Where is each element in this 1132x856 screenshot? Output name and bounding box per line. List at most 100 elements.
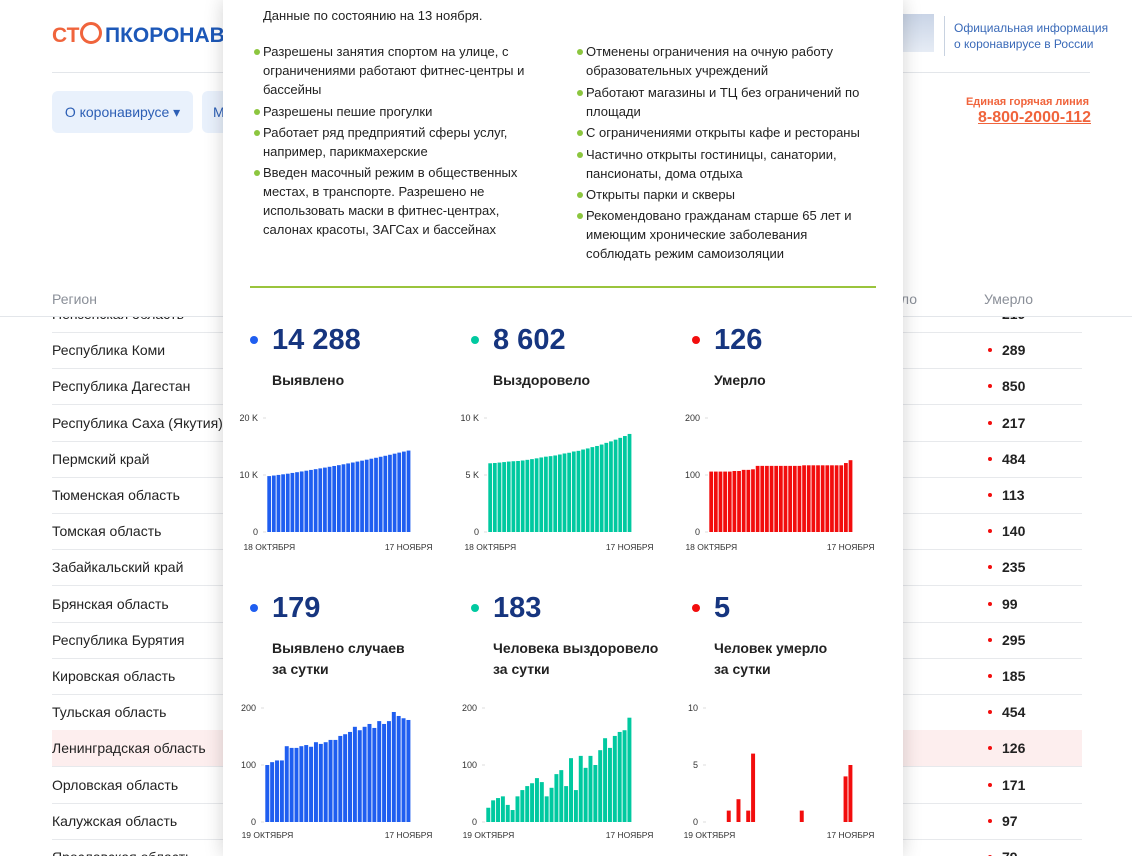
rule-item: Разрешены занятия спортом на улице, с ог… [263, 44, 525, 97]
death-dot [988, 384, 992, 389]
death-count: 850 [1002, 378, 1026, 395]
stat-dot [250, 604, 258, 612]
death-count: 113 [1002, 487, 1025, 503]
table-header: Регион [52, 291, 97, 307]
stat-dot [692, 336, 700, 344]
rule-item: Рекомендовано гражданам старше 65 лет и … [586, 208, 852, 261]
stat-label: Выявлено случаев [272, 640, 405, 656]
region-name[interactable]: Тюменская область [52, 487, 180, 503]
rule-item: Работает ряд предприятий сферы услуг, на… [263, 125, 508, 159]
region-name[interactable]: Забайкальский край [52, 559, 184, 576]
bullet [254, 170, 260, 176]
death-count: 219 [1002, 317, 1025, 323]
rule-item: Частично открыты гостиницы, санатории, п… [586, 147, 837, 181]
stat-dot [692, 604, 700, 612]
nav-button[interactable]: О коронавирусе ▾ [52, 91, 193, 133]
hotline-phone[interactable]: 8-800-2000-112 [978, 109, 1091, 126]
rule-item: Разрешены пешие прогулки [263, 104, 433, 119]
death-count: 484 [1002, 450, 1026, 467]
stat-label: за сутки [493, 661, 550, 677]
stat-label: Умерло [714, 372, 766, 388]
death-dot [988, 710, 992, 715]
death-count: 79 [1002, 848, 1018, 856]
stat-label: Выздоровело [493, 372, 591, 388]
stat-number: 14 288 [272, 324, 361, 356]
rule-item: Открыты парки и скверы [586, 187, 735, 202]
region-name[interactable]: Орловская область [52, 776, 179, 793]
stat-dot [471, 604, 479, 612]
rule-item: Работают магазины и ТЦ без ограничений п… [586, 85, 860, 119]
divider [250, 286, 876, 288]
stat-label: за сутки [714, 661, 771, 677]
region-name[interactable]: Тульская область [52, 704, 167, 721]
region-name[interactable]: Республика Саха (Якутия) [52, 414, 223, 431]
region-name[interactable]: Республика Бурятия [52, 631, 185, 648]
date-note: Данные по состоянию на 13 ноября. [263, 8, 483, 23]
table-header: Умерло [984, 291, 1034, 307]
death-dot [988, 565, 992, 570]
region-name[interactable]: Республика Коми [52, 342, 166, 359]
gov-emblem [900, 14, 934, 52]
death-dot [988, 674, 992, 678]
stat-number: 179 [272, 592, 321, 624]
death-dot [988, 348, 992, 353]
region-name[interactable]: Кировская область [52, 668, 176, 684]
death-dot [988, 637, 992, 642]
region-name[interactable]: Брянская область [52, 595, 169, 612]
death-dot [988, 493, 992, 497]
stat-label: Выявлено [272, 372, 345, 388]
stat-number: 183 [493, 592, 542, 624]
bullet [577, 90, 583, 96]
death-count: 185 [1002, 668, 1026, 684]
stat-label: за сутки [272, 661, 329, 677]
header-divider [944, 16, 945, 56]
rule-item: Введен масочный режим в общественных мес… [263, 165, 518, 237]
hotline-title: Единая горячая линия [965, 96, 1089, 108]
stat-number: 8 602 [493, 324, 566, 356]
region-name[interactable]: Калужская область [52, 812, 178, 829]
bullet [577, 49, 583, 55]
death-dot [988, 456, 992, 461]
death-dot [988, 782, 992, 787]
bullet [577, 130, 583, 136]
death-count: 295 [1002, 631, 1026, 648]
death-count: 235 [1002, 559, 1026, 576]
death-dot [988, 818, 992, 823]
death-count: 454 [1002, 704, 1026, 721]
region-name[interactable]: Ленинградская область [52, 740, 206, 757]
rule-item: С ограничениями открыты кафе и рестораны [586, 125, 860, 140]
stat-label: Человек умерло [714, 640, 828, 656]
death-count: 140 [1002, 523, 1026, 540]
death-dot [988, 420, 992, 425]
official-info[interactable]: о коронавирусе в России [954, 37, 1094, 51]
bullet [254, 109, 260, 115]
stat-dot [250, 336, 258, 344]
bullet [577, 192, 583, 198]
death-count: 126 [1002, 740, 1026, 757]
stat-number: 5 [714, 592, 731, 624]
table-header: ло [900, 291, 917, 307]
bullet [577, 213, 583, 219]
official-info[interactable]: Официальная информация [954, 21, 1109, 35]
death-count: 217 [1002, 414, 1026, 431]
logo-left: СТ [52, 24, 80, 47]
death-dot [988, 601, 992, 606]
region-name[interactable]: Республика Дагестан [52, 378, 191, 395]
death-count: 99 [1002, 595, 1018, 612]
death-dot [988, 529, 992, 534]
region-name[interactable]: Пензенская область [52, 317, 184, 323]
bullet [577, 152, 583, 158]
logo-icon [80, 22, 102, 44]
stat-label: Человека выздоровело [493, 640, 659, 656]
rule-item: Отменены ограничения на очную работу обр… [586, 44, 833, 78]
death-count: 171 [1002, 776, 1026, 793]
death-count: 97 [1002, 812, 1018, 829]
death-dot [988, 746, 992, 751]
bullet [254, 130, 260, 136]
stat-dot [471, 336, 479, 344]
region-name[interactable]: Ярославская область [52, 848, 192, 856]
region-name[interactable]: Пермский край [52, 450, 150, 467]
region-name[interactable]: Томская область [52, 523, 162, 540]
info-popup: Данные по состоянию на 13 ноября. Разреше… [223, 0, 903, 856]
